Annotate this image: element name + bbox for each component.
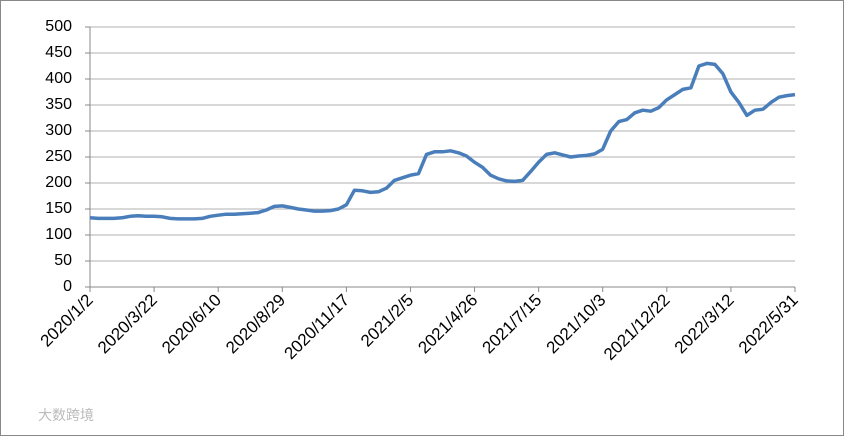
y-tick-label: 500 — [45, 18, 72, 35]
y-tick-label: 400 — [45, 70, 72, 87]
line — [89, 61, 796, 221]
y-tick-label: 100 — [45, 226, 72, 243]
y-tick-label: 150 — [45, 200, 72, 217]
y-tick-label: 0 — [63, 278, 72, 295]
y-tick-label: 250 — [45, 148, 72, 165]
watermark: 大数跨境 — [38, 407, 94, 423]
y-tick-label: 350 — [45, 96, 72, 113]
y-tick-label: 450 — [45, 44, 72, 61]
y-tick-label: 300 — [45, 122, 72, 139]
y-tick-label: 50 — [54, 252, 72, 269]
y-tick-label: 200 — [45, 174, 72, 191]
